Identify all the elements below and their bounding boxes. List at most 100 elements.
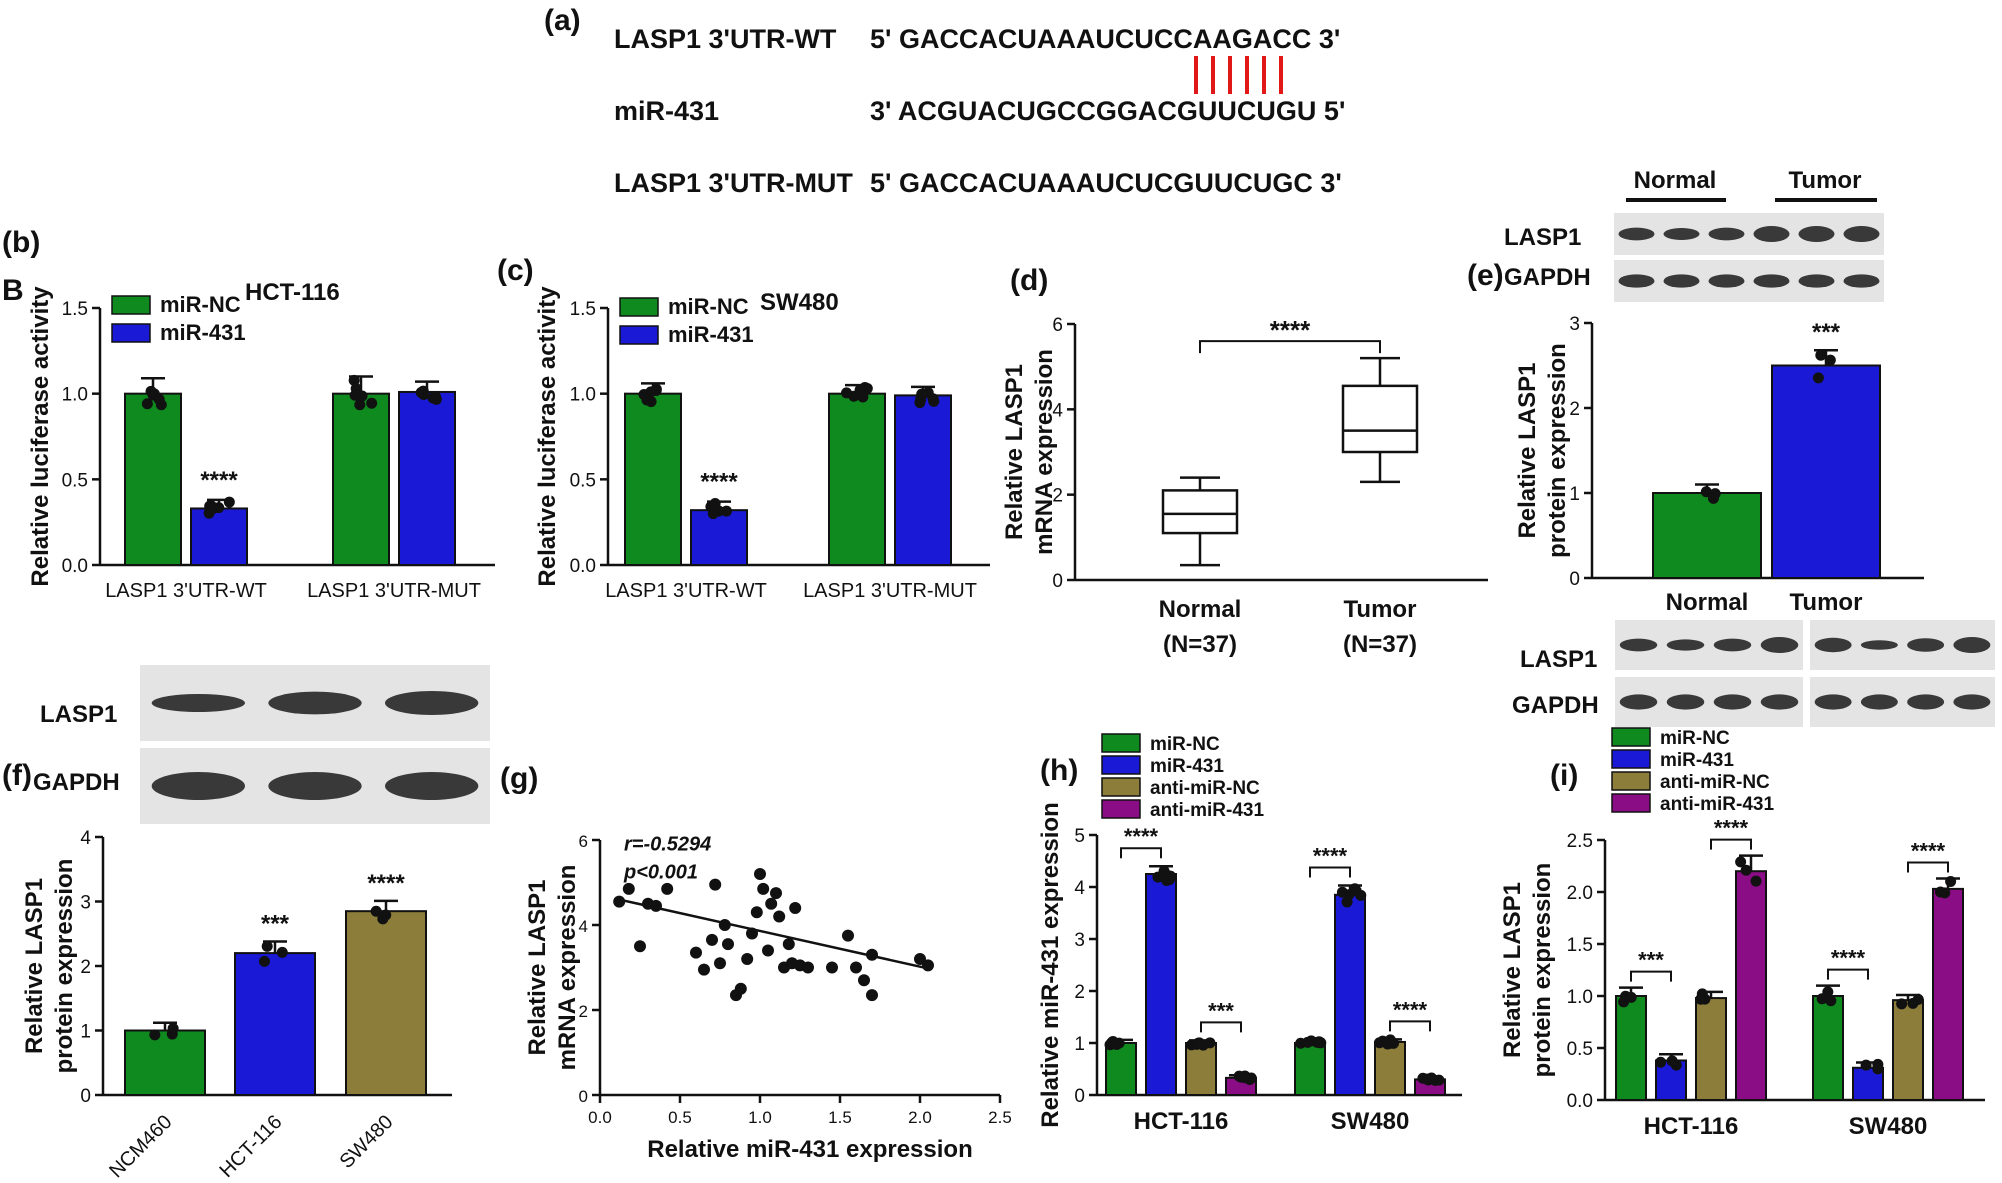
scatter-point xyxy=(765,897,778,910)
data-point xyxy=(1750,875,1762,887)
scatter-point xyxy=(706,933,718,946)
chart-b-ytick-label: 0.0 xyxy=(62,556,88,577)
data-point xyxy=(349,389,361,401)
seq-mir-name: miR-431 xyxy=(614,96,719,126)
significance-label: **** xyxy=(1911,838,1946,863)
scatter-point xyxy=(754,868,766,880)
data-point xyxy=(1666,1055,1678,1067)
data-point xyxy=(1815,349,1827,361)
scatter-point xyxy=(762,944,774,957)
chart-h-ylabel: Relative miR-431 expression xyxy=(1037,802,1064,1128)
data-point xyxy=(348,374,360,386)
x-tick-label: SW480 xyxy=(1849,1113,1928,1140)
significance-label: **** xyxy=(200,467,238,494)
x-tick-label: 2.0 xyxy=(908,1108,932,1127)
legend-swatch xyxy=(619,297,659,317)
blot-e-gapdh-band xyxy=(1843,274,1880,288)
data-point xyxy=(928,395,940,407)
data-point xyxy=(366,397,378,409)
significance-label: **** xyxy=(1270,315,1311,345)
data-point xyxy=(429,391,441,403)
data-point xyxy=(1825,995,1837,1007)
data-point xyxy=(1655,1056,1667,1068)
chart-e: 0 1 2 3 Relative LASP1 protein expression Norm… xyxy=(1514,314,1924,616)
panel-e-label: (e) xyxy=(1467,259,1504,292)
data-point xyxy=(213,502,225,514)
blot-e2-lasp1-a-band xyxy=(1666,639,1705,651)
data-point xyxy=(1336,886,1348,898)
blot-e2-lasp1-a-band xyxy=(1619,638,1658,652)
chart-i-ytick-label: 0.0 xyxy=(1567,1091,1593,1112)
significance-label: **** xyxy=(1393,997,1428,1022)
legend-swatch xyxy=(1611,771,1651,791)
data-point xyxy=(1387,1037,1399,1049)
blot-e-group-normal: Normal xyxy=(1634,167,1717,194)
chart-f-ylabel: Relative LASP1 xyxy=(21,878,48,1054)
data-point xyxy=(1812,372,1824,384)
box xyxy=(1341,384,1419,454)
significance-label: **** xyxy=(1124,824,1159,849)
blot-e2-gapdh-a-band xyxy=(1713,694,1752,710)
blot-e-lasp1-band xyxy=(1708,227,1745,241)
x-tick-label: 0.5 xyxy=(668,1108,692,1127)
scatter-point xyxy=(782,938,795,951)
blot-e-gapdh-band xyxy=(1753,274,1790,288)
blot-e-gapdh-band xyxy=(1798,274,1835,288)
scatter-point xyxy=(734,982,747,995)
chart-c-ytick-label: 1.5 xyxy=(570,299,596,320)
data-point xyxy=(1912,993,1924,1005)
significance-bracket xyxy=(1389,1020,1431,1032)
x-tick-label: 0.0 xyxy=(588,1108,612,1127)
blot-f-lasp1-band xyxy=(151,694,245,712)
data-point xyxy=(1426,1072,1438,1084)
bar xyxy=(124,392,182,566)
x-tick-label: HCT-116 xyxy=(215,1111,286,1182)
blot-f-lasp1-band xyxy=(268,691,362,715)
blot-f: LASP1 GAPDH xyxy=(33,665,490,824)
seq-mut: 5' GACCACUAAAUCUCGUUCUGC 3' xyxy=(870,168,1342,198)
chart-i: 0.0 0.5 1.0 1.5 2.0 2.5 Relative LASP1 protein … xyxy=(1499,727,1985,1140)
blot-e-gapdh-band xyxy=(1663,274,1700,288)
panel-h-label: (h) xyxy=(1040,754,1078,787)
blot-e-bands xyxy=(1614,213,1884,302)
legend-swatch xyxy=(111,295,151,315)
legend-label: miR-431 xyxy=(160,320,246,345)
bar xyxy=(190,507,248,566)
data-point xyxy=(1152,871,1164,883)
legend-label: miR-431 xyxy=(1150,756,1224,777)
data-point xyxy=(645,396,657,408)
data-point xyxy=(1700,486,1712,498)
bar xyxy=(894,394,952,566)
data-point xyxy=(916,388,928,400)
data-point xyxy=(141,398,153,410)
significance-label: *** xyxy=(1638,948,1664,973)
chart-f-ytick-label: 0 xyxy=(80,1086,91,1107)
bar xyxy=(1652,492,1762,579)
bar xyxy=(1145,873,1177,1096)
data-point xyxy=(1373,1037,1385,1049)
blot-e-lasp1-frame xyxy=(1614,213,1884,255)
blot-e2: LASP1 GAPDH xyxy=(1512,620,1995,727)
data-point xyxy=(223,496,235,508)
data-point xyxy=(203,507,215,519)
blot-e-lasp1-band xyxy=(1798,226,1835,242)
blot-e2-lasp1-b-band xyxy=(1907,638,1945,652)
blot-e-gapdh-frame xyxy=(1614,260,1884,302)
data-point xyxy=(1302,1036,1314,1048)
chart-g-ytick-label: 0 xyxy=(579,1087,588,1106)
significance-bracket xyxy=(1199,340,1381,354)
blot-e-gapdh-band xyxy=(1618,274,1655,288)
panel-a: (a) LASP1 3'UTR-WT 5' GACCACUAAAUCUCCAAG… xyxy=(544,4,1345,198)
x-tick-label: Normal xyxy=(1159,596,1242,623)
legend-label: anti-miR-NC xyxy=(1660,772,1770,793)
chart-g-ytick-label: 6 xyxy=(579,832,588,851)
scatter-point xyxy=(750,906,763,919)
scatter-point xyxy=(709,878,722,891)
blot-f-row-lasp1: LASP1 xyxy=(40,701,117,728)
data-point xyxy=(705,501,717,513)
bar xyxy=(398,390,456,566)
data-point xyxy=(258,955,270,967)
data-point xyxy=(848,390,860,402)
bar xyxy=(1735,870,1767,1102)
bar xyxy=(345,910,427,1096)
